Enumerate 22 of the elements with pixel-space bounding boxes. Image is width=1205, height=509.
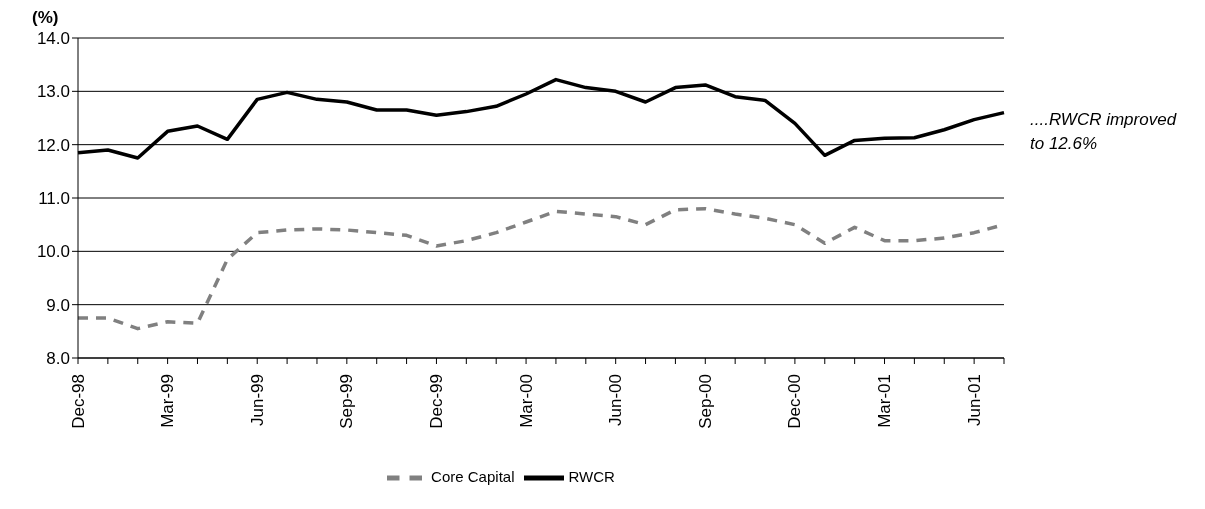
- legend-label: RWCR: [568, 467, 615, 485]
- y-tick-label: 8.0: [46, 349, 70, 369]
- x-tick-label: Sep-99: [337, 374, 357, 429]
- y-tick-label: 14.0: [36, 29, 70, 49]
- y-axis-title: (%): [32, 8, 59, 28]
- x-tick-label: Mar-99: [158, 374, 178, 428]
- x-tick-label: Mar-01: [875, 374, 895, 428]
- x-tick-label: Dec-99: [426, 374, 446, 429]
- text: ....RWCR improved to 12.6%: [1030, 109, 1178, 155]
- y-tick-label: 9.0: [46, 295, 70, 315]
- y-tick-label: 13.0: [36, 82, 70, 102]
- x-tick-label: Sep-00: [695, 374, 715, 429]
- x-tick-label: Jun-00: [606, 374, 626, 426]
- x-tick-label: Jun-01: [964, 374, 984, 426]
- y-tick-label: 12.0: [36, 135, 70, 155]
- legend-label: Core Capital: [431, 467, 515, 485]
- x-tick-label: Dec-98: [68, 374, 88, 429]
- x-tick-label: Mar-00: [516, 374, 536, 428]
- y-tick-label: 10.0: [36, 242, 70, 262]
- x-tick-label: Jun-99: [247, 374, 267, 426]
- x-tick-label: Dec-00: [785, 374, 805, 429]
- y-tick-label: 11.0: [38, 189, 70, 209]
